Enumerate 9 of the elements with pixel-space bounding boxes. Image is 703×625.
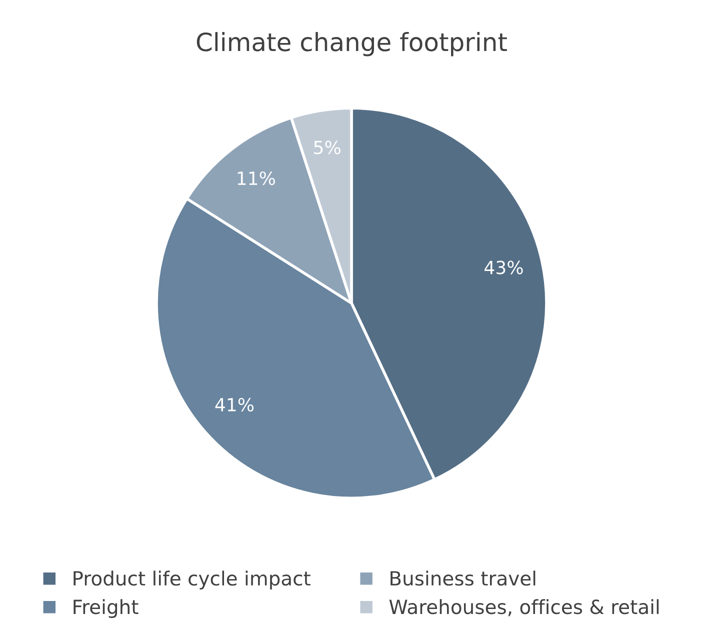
legend-label: Freight bbox=[74, 599, 138, 618]
legend-label: Product life cycle impact bbox=[74, 570, 310, 590]
legend-label: Business travel bbox=[390, 570, 536, 586]
chart-title: Climate change footprint bbox=[196, 32, 507, 56]
data-label: 43% bbox=[484, 260, 523, 274]
data-label: 5% bbox=[314, 140, 340, 154]
data-label: 41% bbox=[215, 398, 254, 412]
data-label: 11% bbox=[238, 171, 275, 186]
legend-label: Warehouses, offices & retail bbox=[389, 599, 659, 616]
